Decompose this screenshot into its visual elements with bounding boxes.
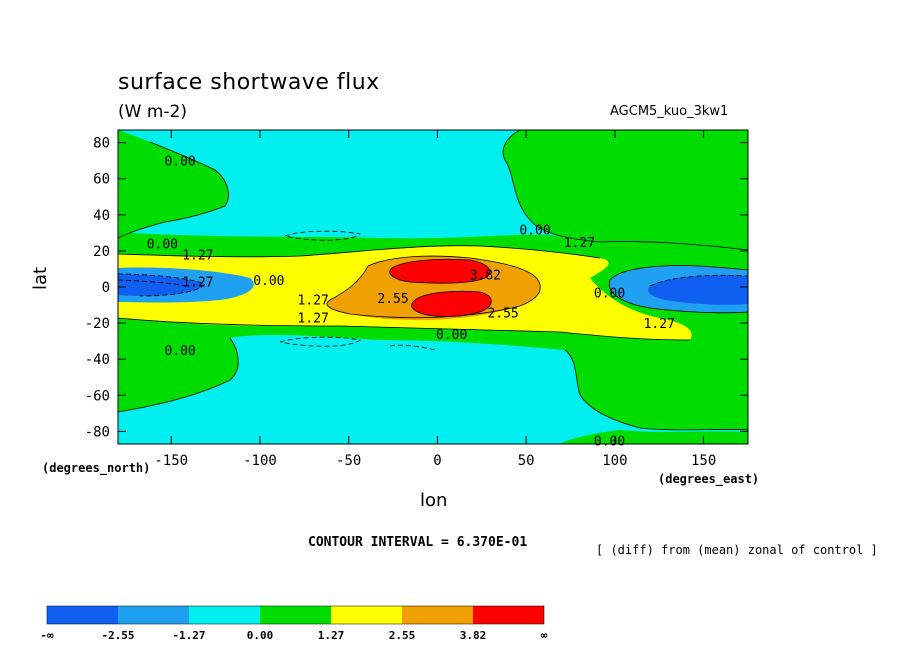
x-axis: -150 -100 -50 0 50 100 150 (154, 130, 716, 469)
contour-label: 0.00 (594, 434, 625, 449)
contour-label: 0.00 (147, 238, 178, 253)
y-tick-label: -60 (85, 388, 110, 404)
y-axis-units: (degrees_north) (42, 461, 151, 475)
colorbar-swatch (47, 606, 118, 624)
contour-fields (118, 130, 748, 444)
x-tick-label: 50 (518, 453, 535, 469)
colorbar-swatch (189, 606, 260, 624)
y-tick-label: 40 (93, 208, 110, 224)
contour-labels: 0.00 0.00 1.27 1.27 0.00 1.27 1.27 2.55 3.82 2.55… (147, 155, 675, 450)
contour-label: 3.82 (470, 268, 501, 283)
colorbar-swatch (473, 606, 544, 624)
contour-label: 0.00 (253, 274, 284, 289)
colorbar-label: 0.00 (247, 629, 274, 642)
footnote: [ (diff) from (mean) zonal of control ] (596, 543, 878, 557)
y-tick-label: 0 (102, 280, 110, 296)
colorbar-label: 2.55 (389, 629, 416, 642)
colorbar-label: 3.82 (460, 629, 487, 642)
chart-title: surface shortwave flux (118, 70, 380, 95)
x-tick-label: -50 (336, 453, 361, 469)
contour-label: 1.27 (298, 294, 329, 309)
colorbar-label: -1.27 (172, 629, 205, 642)
colorbar-swatch (402, 606, 473, 624)
x-tick-label: -100 (243, 453, 277, 469)
contour-label: 2.55 (377, 292, 408, 307)
contour-label: 2.55 (487, 306, 518, 321)
contour-label: 1.27 (182, 249, 213, 264)
x-tick-label: 150 (691, 453, 716, 469)
colorbar-frame (46, 605, 545, 625)
contour-label: 1.27 (564, 236, 595, 251)
colorbar: -∞ -2.55 -1.27 0.00 1.27 2.55 3.82 ∞ (40, 605, 548, 642)
x-axis-label: lon (420, 490, 448, 511)
colorbar-label: ∞ (541, 629, 548, 642)
x-tick-label: 0 (433, 453, 441, 469)
y-tick-label: -80 (85, 424, 110, 440)
contour-label: 0.00 (436, 328, 467, 343)
y-tick-label: -40 (85, 352, 110, 368)
contour-label: 1.27 (298, 312, 329, 327)
y-tick-label: -20 (85, 316, 110, 332)
colorbar-swatch (260, 606, 331, 624)
colorbar-swatch (331, 606, 402, 624)
x-axis-units: (degrees_east) (658, 472, 760, 486)
colorbar-label: -∞ (40, 629, 54, 642)
colorbar-label: -2.55 (101, 629, 134, 642)
y-tick-label: 60 (93, 172, 110, 188)
contour-label: 0.00 (519, 223, 550, 238)
x-tick-label: 100 (602, 453, 627, 469)
contour-label: 0.00 (594, 286, 625, 301)
x-tick-label: -150 (154, 453, 188, 469)
y-tick-label: 20 (93, 244, 110, 260)
case-name: AGCM5_kuo_3kw1 (610, 104, 729, 119)
contour-label: 1.27 (182, 276, 213, 291)
contour-label: 0.00 (164, 344, 195, 359)
colorbar-label: 1.27 (318, 629, 345, 642)
chart-units: (W m-2) (118, 102, 187, 122)
colorbar-swatch (118, 606, 189, 624)
y-tick-label: 80 (93, 136, 110, 152)
contour-label: 0.00 (164, 155, 195, 170)
y-axis: 80 60 40 20 0 -20 -40 -60 -80 (85, 136, 748, 440)
contour-interval: CONTOUR INTERVAL = 6.370E-01 (308, 535, 528, 550)
contour-label: 1.27 (644, 317, 675, 332)
